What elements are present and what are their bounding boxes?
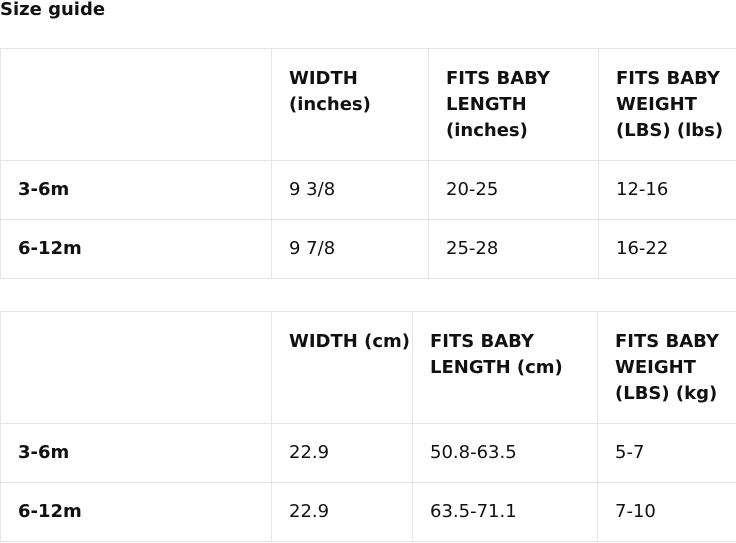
header-row: WIDTH (cm) FITS BABY LENGTH (cm) FITS BABY…: [0, 311, 736, 424]
header-cell: FITS BABY LENGTH (cm): [412, 311, 598, 424]
table-cell: 16-22: [598, 219, 736, 279]
table-cell: 9 7/8: [271, 219, 429, 279]
size-table: WIDTH (inches) FITS BABY LENGTH (inches) F…: [0, 48, 736, 279]
header-cell: WIDTH (inches): [271, 48, 429, 161]
table-row: 3-6m 22.9 50.8-63.5 5-7: [0, 423, 736, 483]
title: Size guide: [0, 0, 106, 20]
size-table: WIDTH (cm) FITS BABY LENGTH (cm) FITS BABY…: [0, 311, 736, 542]
table-cell: 5-7: [597, 423, 736, 483]
header-cell: WIDTH (cm): [271, 311, 413, 424]
table-cell: 25-28: [428, 219, 599, 279]
table-row: 3-6m 9 3/8 20-25 12-16: [0, 160, 736, 220]
table-cell: 63.5-71.1: [412, 482, 598, 542]
table-cell: 22.9: [271, 423, 413, 483]
header-cell: [0, 48, 272, 161]
table-cell: 9 3/8: [271, 160, 429, 220]
table-row: 6-12m 9 7/8 25-28 16-22: [0, 219, 736, 279]
table-cell: 7-10: [597, 482, 736, 542]
row-label: 6-12m: [0, 482, 272, 542]
table-row: 6-12m 22.9 63.5-71.1 7-10: [0, 482, 736, 542]
row-label: 6-12m: [0, 219, 272, 279]
header-cell: [0, 311, 272, 424]
table-cell: 20-25: [428, 160, 599, 220]
header-cell: FITS BABY WEIGHT (LBS) (lbs): [598, 48, 736, 161]
table-cell: 50.8-63.5: [412, 423, 598, 483]
row-label: 3-6m: [0, 423, 272, 483]
header-cell: FITS BABY LENGTH (inches): [428, 48, 599, 161]
row-label: 3-6m: [0, 160, 272, 220]
header-cell: FITS BABY WEIGHT (LBS) (kg): [597, 311, 736, 424]
table-cell: 12-16: [598, 160, 736, 220]
header-row: WIDTH (inches) FITS BABY LENGTH (inches) F…: [0, 48, 736, 161]
table-cell: 22.9: [271, 482, 413, 542]
